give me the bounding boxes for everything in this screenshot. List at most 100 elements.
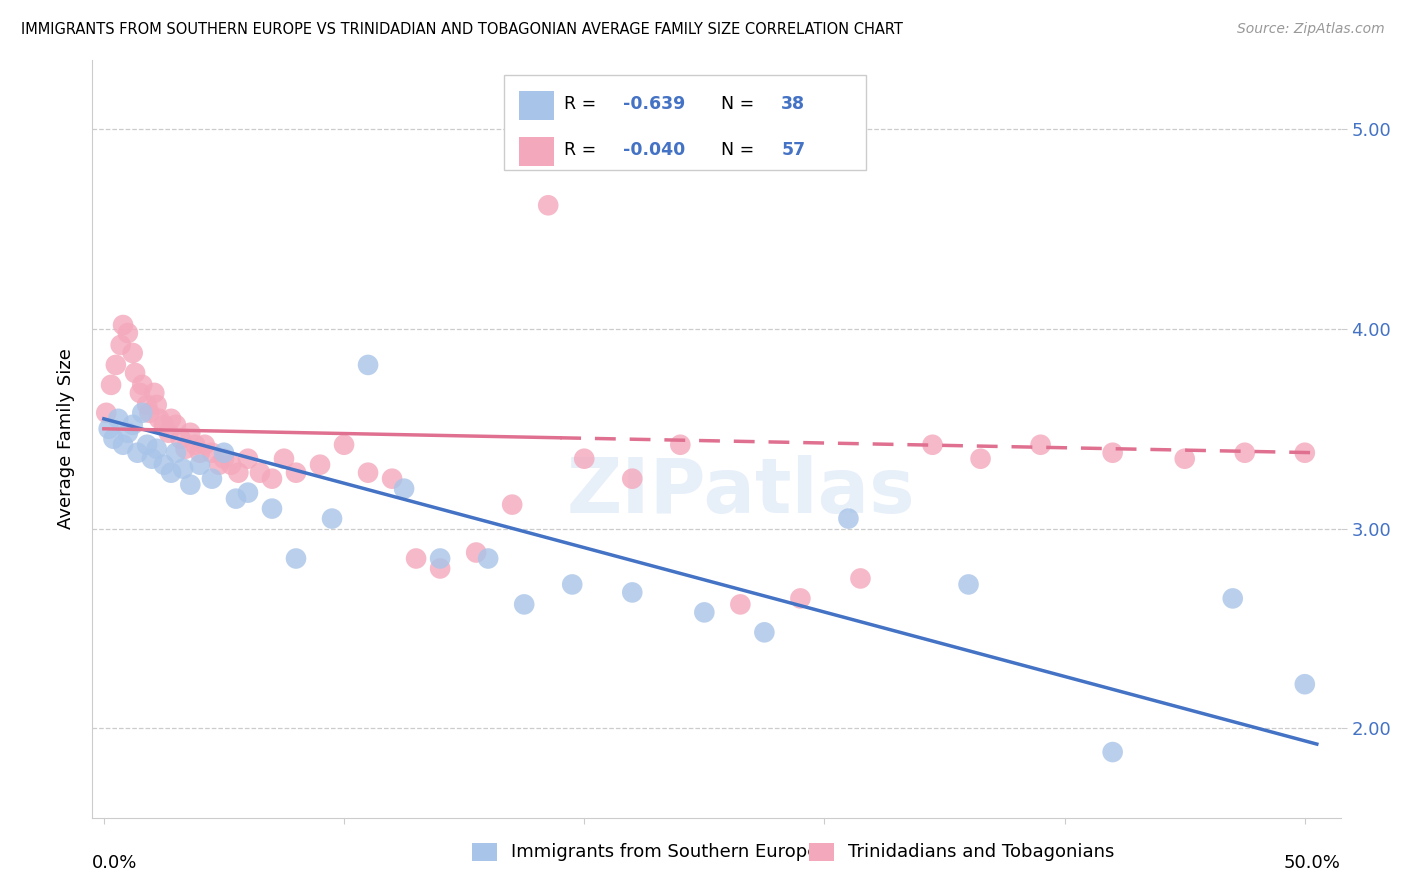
Text: 50.0%: 50.0%	[1284, 854, 1341, 871]
Point	[219, 458, 242, 472]
Point	[188, 458, 211, 472]
Point	[969, 451, 991, 466]
Point	[574, 451, 596, 466]
Point	[141, 451, 163, 466]
Point	[1029, 438, 1052, 452]
Point	[148, 412, 170, 426]
Text: Trinidadians and Tobagonians: Trinidadians and Tobagonians	[848, 843, 1115, 861]
Point	[225, 491, 247, 506]
Point	[921, 438, 943, 452]
Point	[837, 511, 859, 525]
Point	[849, 571, 872, 585]
Point	[179, 425, 201, 440]
Point	[321, 511, 343, 525]
Point	[172, 461, 194, 475]
Point	[179, 477, 201, 491]
Point	[285, 551, 308, 566]
Point	[561, 577, 583, 591]
Point	[392, 482, 415, 496]
Point	[212, 446, 235, 460]
Point	[754, 625, 776, 640]
Point	[117, 425, 139, 440]
Text: 38: 38	[782, 95, 806, 112]
Point	[513, 598, 536, 612]
Point	[128, 385, 150, 400]
Text: 57: 57	[782, 141, 806, 159]
Point	[201, 446, 224, 460]
Point	[112, 318, 135, 332]
Point	[309, 458, 332, 472]
Point	[208, 458, 231, 472]
Point	[165, 417, 187, 432]
Point	[1174, 451, 1197, 466]
Point	[100, 377, 122, 392]
Y-axis label: Average Family Size: Average Family Size	[58, 348, 75, 529]
Point	[693, 606, 716, 620]
Point	[96, 406, 118, 420]
Point	[381, 472, 404, 486]
Point	[145, 398, 167, 412]
Point	[465, 545, 488, 559]
Point	[333, 438, 356, 452]
Point	[165, 446, 187, 460]
Text: IMMIGRANTS FROM SOUTHERN EUROPE VS TRINIDADIAN AND TOBAGONIAN AVERAGE FAMILY SIZ: IMMIGRANTS FROM SOUTHERN EUROPE VS TRINI…	[21, 22, 903, 37]
Point	[260, 472, 283, 486]
Point	[160, 466, 183, 480]
Text: N =: N =	[710, 141, 759, 159]
Point	[201, 472, 224, 486]
Point	[131, 377, 153, 392]
Point	[121, 417, 143, 432]
Point	[669, 438, 692, 452]
Point	[112, 438, 135, 452]
Point	[1222, 591, 1244, 606]
Point	[501, 498, 523, 512]
Point	[249, 466, 271, 480]
Point	[730, 598, 752, 612]
Text: Source: ZipAtlas.com: Source: ZipAtlas.com	[1237, 22, 1385, 37]
Point	[1101, 446, 1123, 460]
Point	[138, 406, 160, 420]
Point	[236, 451, 259, 466]
Text: R =: R =	[564, 141, 602, 159]
Text: Immigrants from Southern Europe: Immigrants from Southern Europe	[510, 843, 818, 861]
Point	[194, 438, 217, 452]
Point	[136, 398, 159, 412]
Point	[621, 472, 644, 486]
Point	[174, 442, 197, 456]
Point	[212, 451, 235, 466]
Point	[405, 551, 427, 566]
FancyBboxPatch shape	[503, 75, 866, 169]
Point	[184, 438, 207, 452]
Point	[285, 466, 308, 480]
Point	[157, 425, 180, 440]
Text: ZIPatlas: ZIPatlas	[567, 455, 915, 529]
FancyBboxPatch shape	[519, 91, 554, 120]
Point	[153, 417, 176, 432]
Point	[97, 422, 120, 436]
Point	[273, 451, 295, 466]
Point	[1294, 446, 1316, 460]
Point	[143, 385, 166, 400]
Point	[160, 412, 183, 426]
Point	[124, 366, 146, 380]
Point	[537, 198, 560, 212]
Point	[121, 346, 143, 360]
Text: N =: N =	[710, 95, 759, 112]
Point	[429, 551, 451, 566]
Point	[107, 412, 129, 426]
Point	[236, 485, 259, 500]
Point	[429, 561, 451, 575]
Text: R =: R =	[564, 95, 602, 112]
Point	[170, 432, 193, 446]
Point	[357, 358, 380, 372]
Point	[957, 577, 980, 591]
Point	[117, 326, 139, 340]
Text: -0.040: -0.040	[623, 141, 685, 159]
Point	[145, 442, 167, 456]
Text: 0.0%: 0.0%	[91, 854, 138, 871]
Point	[127, 446, 149, 460]
Point	[136, 438, 159, 452]
Point	[1101, 745, 1123, 759]
Point	[477, 551, 499, 566]
Point	[104, 358, 127, 372]
